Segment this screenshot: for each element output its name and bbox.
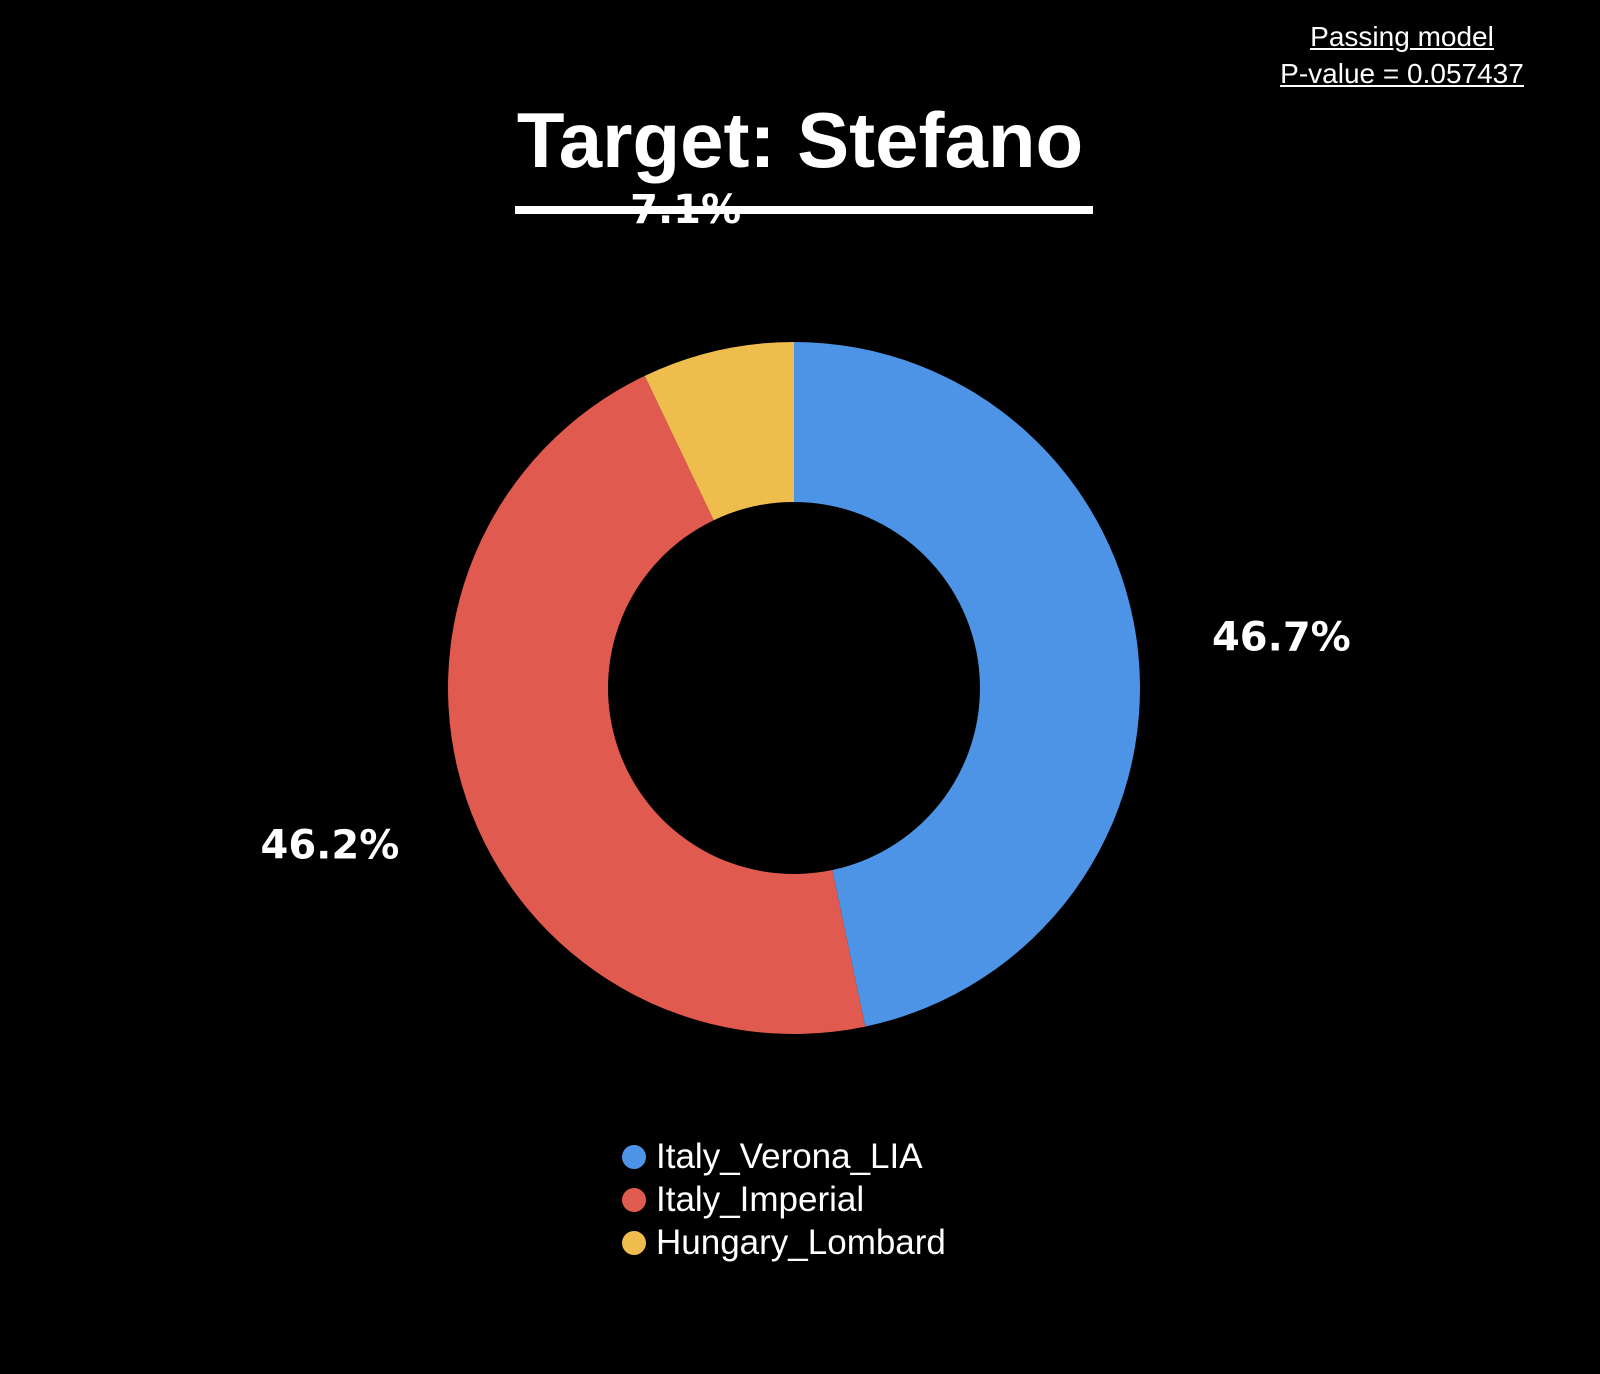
- legend-item: Italy_Verona_LIA: [622, 1135, 946, 1178]
- slice-italy-verona-lia: [794, 342, 1140, 1027]
- title-underline: [515, 206, 1093, 214]
- legend-swatch: [622, 1144, 646, 1169]
- slice-hungary-lombard: [644, 342, 794, 521]
- slice-label-italy-imperial: 46.2%: [261, 822, 400, 868]
- legend-item: Italy_Imperial: [622, 1178, 946, 1221]
- slice-label-hungary-lombard: 7.1%: [630, 187, 741, 233]
- chart-title: Target: Stefano: [516, 96, 1084, 184]
- legend-item: Hungary_Lombard: [622, 1221, 946, 1264]
- legend-label: Italy_Imperial: [656, 1180, 865, 1219]
- donut-slices: [448, 342, 1140, 1034]
- legend-label: Italy_Verona_LIA: [656, 1137, 923, 1176]
- slice-labels: 46.7% 46.2% 7.1%: [261, 187, 1351, 868]
- slice-label-italy-verona-lia: 46.7%: [1212, 614, 1351, 660]
- slice-italy-imperial: [448, 375, 866, 1034]
- legend-swatch: [622, 1187, 646, 1212]
- legend-label: Hungary_Lombard: [656, 1223, 946, 1262]
- p-value: P-value = 0.057437: [1280, 58, 1524, 89]
- legend-swatch: [622, 1230, 646, 1255]
- model-status: Passing model: [1310, 21, 1494, 52]
- chart-legend: Italy_Verona_LIA Italy_Imperial Hungary_Lo…: [622, 1135, 946, 1264]
- model-note: Passing model P-value = 0.057437: [1252, 18, 1552, 92]
